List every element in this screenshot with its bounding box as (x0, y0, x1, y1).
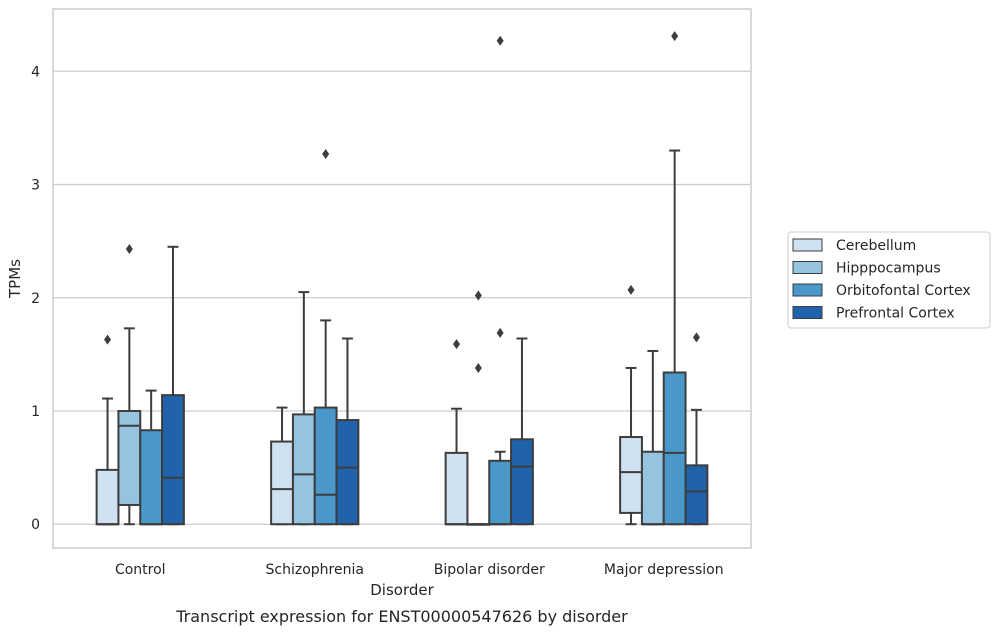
legend-label: Prefrontal Cortex (836, 306, 955, 322)
x-tick-label: Schizophrenia (266, 562, 364, 578)
legend-swatch (792, 238, 823, 252)
plot-frame (52, 8, 752, 549)
legend-label: Hipppocampus (836, 261, 941, 277)
box-body (335, 419, 360, 526)
outlier-point (125, 244, 133, 255)
box-prefrontal-cortex (510, 337, 534, 526)
box-body (270, 440, 294, 526)
y-tick-label: 1 (31, 404, 40, 420)
x-axis-label: Disorder (370, 581, 434, 599)
legend: Cerebellum Hipppocampus Orbitofontal Corte… (787, 231, 991, 329)
box-prefrontal-cortex (684, 332, 709, 526)
box-body (291, 413, 316, 526)
box-body (95, 468, 120, 526)
box-body (619, 436, 643, 514)
box-orbitofontal-cortex (488, 35, 513, 526)
y-axis-label: TPMs (6, 259, 24, 299)
y-tick-label: 2 (31, 291, 40, 307)
box-orbitofontal-cortex (139, 389, 164, 526)
y-tick-label: 3 (31, 178, 40, 194)
outlier-point (322, 148, 330, 159)
box-prefrontal-cortex (335, 337, 360, 526)
box-body (684, 464, 709, 526)
box-orbitofontal-cortex (313, 148, 338, 526)
y-tick-label: 4 (31, 64, 40, 80)
y-tick-label: 0 (31, 517, 40, 533)
outlier-point (671, 31, 679, 42)
box-body (510, 438, 534, 526)
outlier-point (496, 327, 504, 338)
box-body (161, 394, 185, 526)
outlier-point (453, 339, 461, 350)
legend-swatch (792, 261, 823, 274)
box-cerebellum (95, 334, 120, 526)
box-cerebellum (444, 339, 469, 526)
x-tick-label: Major depression (604, 562, 724, 578)
box-body (139, 429, 164, 526)
box-cerebellum (619, 284, 643, 526)
legend-swatch (792, 306, 823, 319)
outlier-point (474, 290, 482, 301)
outlier-point (104, 334, 112, 345)
outlier-point (496, 35, 504, 46)
y-axis-ticks: 0 1 2 3 4 (31, 64, 40, 533)
legend-swatch (792, 283, 823, 297)
legend-label: Orbitofontal Cortex (836, 283, 971, 299)
x-tick-label: Control (115, 562, 166, 578)
legend-frame (787, 231, 991, 329)
box-hipppocampus (291, 291, 316, 526)
outlier-point (627, 284, 635, 295)
box-orbitofontal-cortex (662, 31, 687, 526)
box-body (444, 451, 469, 526)
box-body (313, 406, 338, 526)
outlier-point (474, 362, 482, 373)
box-body (662, 371, 687, 526)
box-cerebellum (270, 406, 294, 526)
x-tick-label: Bipolar disorder (434, 562, 545, 578)
box-hipppocampus (466, 290, 491, 526)
box-prefrontal-cortex (161, 245, 185, 526)
box-groups (95, 31, 709, 526)
outlier-point (692, 332, 700, 343)
chart-caption: Transcript expression for ENST0000054762… (175, 607, 628, 626)
x-axis-ticks: Control Schizophrenia Bipolar disorder Majo… (115, 562, 724, 578)
box-hipppocampus (117, 244, 142, 526)
box-body (488, 459, 513, 526)
box-hipppocampus (640, 349, 665, 526)
box-body (640, 450, 665, 526)
legend-label: Cerebellum (836, 238, 916, 254)
